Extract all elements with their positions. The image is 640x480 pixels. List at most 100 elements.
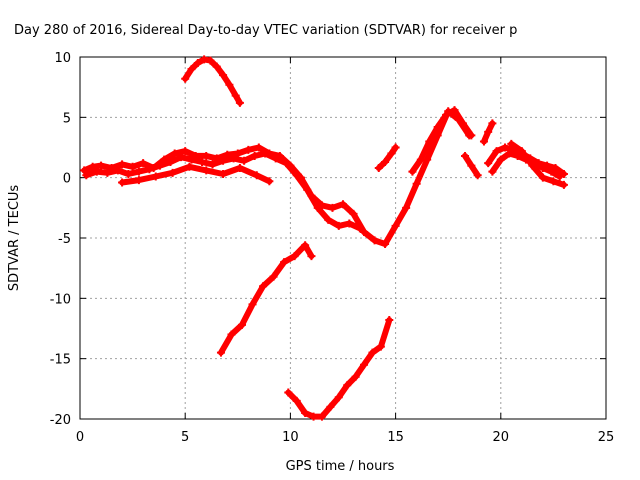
series-track bbox=[182, 56, 243, 106]
data-point bbox=[301, 408, 310, 417]
data-point bbox=[206, 56, 215, 65]
data-point bbox=[254, 143, 263, 152]
data-point bbox=[124, 170, 133, 179]
data-point bbox=[92, 167, 101, 176]
data-point bbox=[212, 62, 221, 71]
data-point bbox=[244, 145, 253, 154]
data-point bbox=[343, 381, 352, 390]
data-point bbox=[227, 330, 236, 339]
data-point bbox=[412, 179, 421, 188]
data-point bbox=[252, 171, 261, 180]
data-point bbox=[292, 396, 301, 405]
data-point bbox=[479, 137, 488, 146]
data-point bbox=[219, 71, 228, 80]
data-point bbox=[290, 252, 299, 261]
data-point bbox=[387, 149, 396, 158]
data-point bbox=[528, 161, 537, 170]
data-point bbox=[349, 209, 358, 218]
data-point bbox=[80, 166, 89, 175]
data-point bbox=[339, 200, 347, 209]
data-point bbox=[402, 203, 411, 212]
series-5 bbox=[216, 241, 316, 357]
data-point bbox=[501, 143, 510, 152]
data-point bbox=[134, 176, 143, 185]
data-point bbox=[170, 149, 179, 158]
data-point bbox=[301, 241, 310, 250]
x-tick-label: 25 bbox=[598, 430, 615, 445]
data-point bbox=[200, 55, 209, 64]
data-point bbox=[265, 177, 274, 186]
data-point bbox=[309, 412, 318, 421]
data-point bbox=[484, 127, 493, 136]
data-point bbox=[334, 393, 343, 402]
series-8 bbox=[408, 106, 476, 176]
data-point bbox=[488, 119, 497, 128]
data-point bbox=[240, 156, 249, 165]
data-points bbox=[80, 55, 568, 421]
data-point bbox=[280, 258, 289, 267]
data-point bbox=[259, 282, 268, 291]
data-point bbox=[328, 203, 337, 212]
data-point bbox=[513, 151, 522, 160]
data-point bbox=[360, 360, 369, 369]
data-point bbox=[549, 177, 558, 186]
data-point bbox=[442, 110, 451, 119]
data-point bbox=[233, 149, 242, 158]
data-point bbox=[134, 167, 143, 176]
data-point bbox=[155, 161, 164, 170]
series-7 bbox=[374, 143, 400, 173]
y-axis-label: SDTVAR / TECUs bbox=[7, 185, 22, 292]
data-point bbox=[461, 151, 470, 160]
data-point bbox=[269, 272, 278, 281]
data-point bbox=[381, 240, 390, 249]
data-point bbox=[307, 252, 316, 261]
series-track bbox=[409, 107, 475, 175]
data-point bbox=[313, 203, 322, 212]
y-tick-label: 10 bbox=[54, 51, 71, 66]
series-track bbox=[218, 242, 315, 356]
series-10 bbox=[479, 119, 497, 146]
axis-ticks: 0 5 10 15 20 25 10 5 0 -5 -10 -15 -20 bbox=[50, 51, 615, 445]
series-track bbox=[375, 144, 399, 171]
y-tick-label: -15 bbox=[50, 353, 71, 368]
data-point bbox=[235, 98, 244, 107]
data-point bbox=[467, 131, 476, 140]
data-point bbox=[505, 149, 514, 158]
data-point bbox=[176, 153, 185, 162]
data-point bbox=[303, 185, 312, 194]
data-point bbox=[261, 149, 270, 158]
data-point bbox=[202, 151, 211, 160]
data-point bbox=[547, 167, 556, 176]
data-point bbox=[282, 159, 291, 168]
data-point bbox=[113, 166, 122, 175]
data-point bbox=[370, 236, 379, 245]
x-tick-label: 20 bbox=[493, 430, 510, 445]
data-point bbox=[187, 65, 196, 74]
chart-title: Day 280 of 2016, Sidereal Day-to-day VTE… bbox=[14, 23, 517, 38]
data-point bbox=[381, 157, 390, 166]
series-2 bbox=[82, 149, 364, 233]
y-tick-label: -10 bbox=[50, 292, 71, 307]
x-tick-label: 10 bbox=[282, 430, 299, 445]
data-point bbox=[139, 159, 148, 168]
data-point bbox=[235, 164, 244, 173]
grid bbox=[80, 57, 606, 419]
data-point bbox=[97, 161, 106, 170]
data-point bbox=[118, 160, 127, 169]
data-point bbox=[458, 119, 467, 128]
series-4 bbox=[181, 55, 244, 107]
data-point bbox=[202, 166, 211, 175]
data-point bbox=[538, 173, 547, 182]
data-point bbox=[181, 74, 190, 83]
data-point bbox=[219, 170, 228, 179]
y-tick-label: -20 bbox=[50, 413, 71, 428]
data-point bbox=[238, 320, 247, 329]
data-point bbox=[538, 164, 547, 173]
series-3 bbox=[118, 162, 274, 187]
series-6 bbox=[284, 316, 394, 421]
x-axis-label: GPS time / hours bbox=[286, 459, 395, 474]
data-point bbox=[517, 147, 526, 156]
data-point bbox=[360, 227, 369, 236]
data-point bbox=[317, 412, 326, 421]
